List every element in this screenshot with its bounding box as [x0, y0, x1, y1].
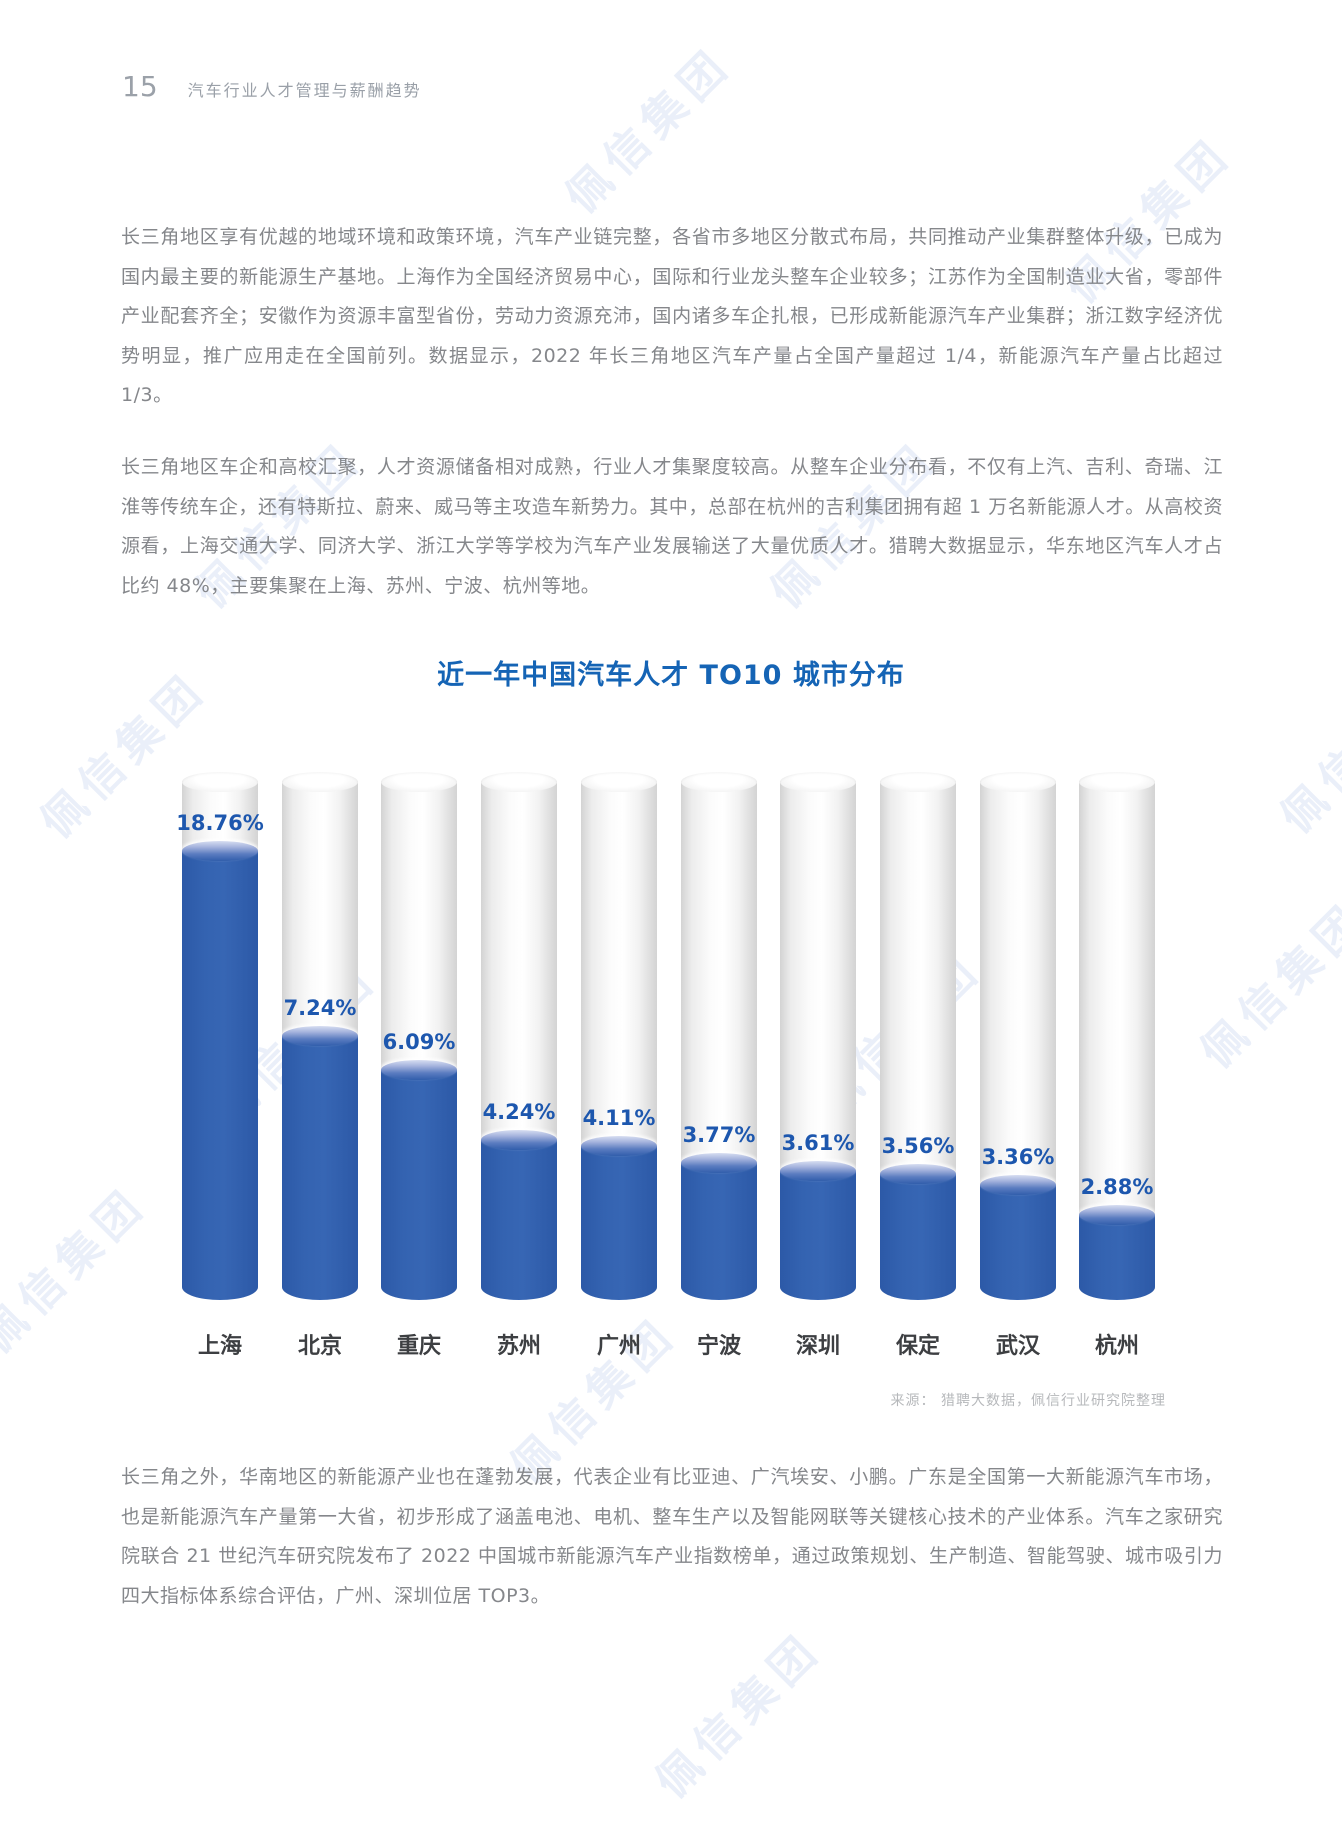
bar-category-label: 广州: [596, 1334, 641, 1359]
bar-fill: [481, 1130, 557, 1300]
bar-fill-top: [681, 1153, 757, 1173]
bar-fill: [381, 1060, 457, 1300]
bar-value-label: 7.24%: [283, 996, 357, 1020]
bar-category-label: 北京: [297, 1334, 342, 1359]
cylinder-top-opening: [1079, 772, 1155, 792]
bar-value-label: 4.24%: [482, 1100, 556, 1124]
bar-category-label: 上海: [197, 1334, 242, 1359]
paragraph-south-china-nev: 长三角之外，华南地区的新能源产业也在蓬勃发展，代表企业有比亚迪、广汽埃安、小鹏。…: [121, 1466, 1223, 1607]
bar-fill-top: [182, 841, 258, 861]
bar-fill: [581, 1136, 657, 1300]
cylinder-top-opening: [681, 772, 757, 792]
cylinder-top-opening: [282, 772, 358, 792]
chart-bar-4: 4.24% 苏州: [481, 772, 557, 1359]
bar-category-label: 苏州: [496, 1334, 541, 1359]
chart-bar-9: 3.36% 武汉: [980, 772, 1056, 1359]
chart-bar-10: 2.88% 杭州: [1079, 772, 1155, 1359]
bar-fill-top: [481, 1130, 557, 1150]
bar-value-label: 3.36%: [981, 1145, 1055, 1169]
cylinder-top-opening: [581, 772, 657, 792]
bar-value-label: 4.11%: [582, 1106, 656, 1130]
chart-title: 近一年中国汽车人才 TO10 城市分布: [437, 660, 905, 691]
bar-fill: [980, 1175, 1056, 1300]
cylinder-top-opening: [381, 772, 457, 792]
chart-bar-2: 7.24% 北京: [282, 772, 358, 1359]
cylinder-top-opening: [481, 772, 557, 792]
bar-category-label: 重庆: [396, 1334, 441, 1359]
bar-value-label: 3.77%: [682, 1123, 756, 1147]
bar-category-label: 深圳: [795, 1334, 840, 1359]
bar-fill-top: [581, 1136, 657, 1156]
cylinder-top-opening: [182, 772, 258, 792]
chart-source-note: 来源： 猎聘大数据，佩信行业研究院整理: [890, 1393, 1166, 1409]
chart-bar-7: 3.61% 深圳: [780, 772, 856, 1359]
bar-fill: [282, 1026, 358, 1300]
chart-bar-5: 4.11% 广州: [581, 772, 657, 1359]
bar-value-label: 6.09%: [382, 1030, 456, 1054]
page-header: 15 汽车行业人才管理与薪酬趋势: [122, 70, 422, 103]
bar-category-label: 杭州: [1094, 1334, 1139, 1359]
cylinder-top-opening: [980, 772, 1056, 792]
chart-bar-8: 3.56% 保定: [880, 772, 956, 1359]
bar-fill-top: [980, 1175, 1056, 1195]
bar-fill-top: [1079, 1205, 1155, 1225]
bar-fill: [780, 1161, 856, 1300]
cylinder-top-opening: [780, 772, 856, 792]
bar-category-label: 保定: [895, 1334, 940, 1359]
bar-value-label: 18.76%: [176, 811, 264, 835]
bar-value-label: 3.56%: [881, 1134, 955, 1158]
bar-fill: [1079, 1205, 1155, 1300]
paragraph-yangtze-delta-overview: 长三角地区享有优越的地域环境和政策环境，汽车产业链完整，各省市多地区分散式布局，…: [121, 226, 1223, 406]
bar-value-label: 3.61%: [781, 1131, 855, 1155]
bar-fill-top: [282, 1026, 358, 1046]
bar-fill-top: [780, 1161, 856, 1181]
bar-category-label: 武汉: [995, 1334, 1040, 1359]
bar-fill: [182, 841, 258, 1300]
bar-fill: [681, 1153, 757, 1300]
chart-bar-3: 6.09% 重庆: [381, 772, 457, 1359]
paragraph-talent-concentration: 长三角地区车企和高校汇聚，人才资源储备相对成熟，行业人才集聚度较高。从整车企业分…: [121, 456, 1223, 597]
chart-bar-6: 3.77% 宁波: [681, 772, 757, 1359]
cylinder-top-opening: [880, 772, 956, 792]
chart-bar-1: 18.76% 上海: [176, 772, 264, 1359]
bar-fill-top: [381, 1060, 457, 1080]
bar-fill-top: [880, 1164, 956, 1184]
bar-value-label: 2.88%: [1080, 1175, 1154, 1199]
header-title: 汽车行业人才管理与薪酬趋势: [187, 81, 422, 100]
page-number: 15: [122, 70, 158, 103]
bar-category-label: 宁波: [696, 1334, 741, 1359]
bar-fill: [880, 1164, 956, 1300]
